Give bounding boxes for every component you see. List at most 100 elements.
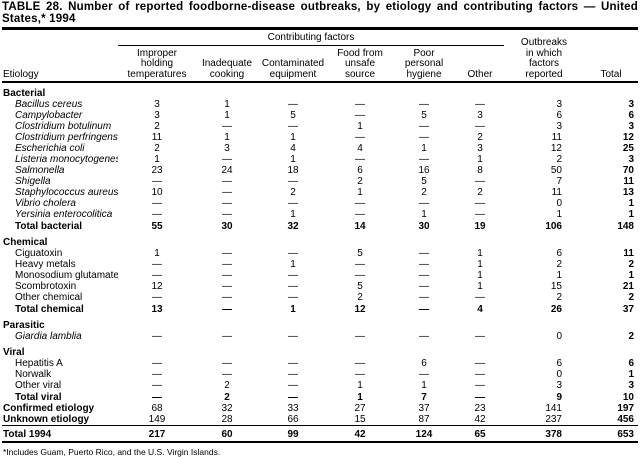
value-cell: — (355, 259, 365, 270)
value-cell: 3 (556, 99, 562, 110)
value-cell: 2 (556, 259, 562, 270)
value-cell: 2 (224, 380, 230, 391)
value-cell: — (419, 248, 429, 259)
value-cell: 11 (551, 187, 562, 198)
value-cell: 141 (545, 403, 562, 414)
table-row: Staphylococcus aureus 10 — 2 1 2 2 11 13 (2, 187, 638, 198)
value-cell: 2 (357, 292, 363, 303)
value-cell: — (419, 292, 429, 303)
etiology-label: Heavy metals (15, 259, 76, 270)
factor-column-header: Contaminated equipment (258, 45, 328, 83)
factor-column-header: Food from unsafe source (328, 45, 392, 83)
value-cell: — (288, 121, 298, 132)
value-cell: 10 (151, 187, 163, 198)
value-cell: — (419, 369, 429, 380)
value-cell: — (222, 198, 232, 209)
value-cell: — (288, 281, 298, 292)
section-label: Parasitic (3, 320, 45, 331)
value-cell: — (222, 331, 232, 342)
value-cell: 2 (628, 292, 634, 303)
value-cell: — (222, 248, 232, 259)
value-cell: 5 (421, 176, 427, 187)
value-cell: 3 (477, 143, 483, 154)
value-cell: 456 (617, 414, 634, 425)
etiology-label: Total viral (15, 392, 62, 403)
value-cell: 3 (477, 110, 483, 121)
value-cell: 12 (354, 304, 366, 315)
value-cell: — (419, 259, 429, 270)
value-cell: 2 (224, 392, 230, 403)
value-cell: 11 (551, 132, 562, 143)
value-cell: 6 (556, 110, 562, 121)
value-cell: 32 (287, 221, 299, 232)
value-cell: — (152, 209, 162, 220)
etiology-label: Total chemical (15, 304, 84, 315)
value-cell: 2 (556, 292, 562, 303)
value-cell: 12 (622, 132, 634, 143)
value-cell: 15 (550, 281, 562, 292)
etiology-label: Escherichia coli (15, 143, 85, 154)
value-cell: — (222, 187, 232, 198)
section-label: Viral (3, 347, 25, 358)
value-cell: — (475, 331, 485, 342)
value-cell: 1 (154, 154, 160, 165)
etiology-label: Confirmed etiology (3, 403, 95, 414)
section-row: Chemical (2, 232, 638, 248)
value-cell: 3 (224, 143, 230, 154)
contributing-factors-header: Contributing factors (118, 31, 504, 46)
table-row: Giardia lamblia — — — — — — 0 2 (2, 331, 638, 342)
value-cell: — (222, 281, 232, 292)
value-cell: 3 (628, 154, 634, 165)
value-cell: 1 (357, 121, 363, 132)
value-cell: 0 (556, 198, 562, 209)
value-cell: — (419, 154, 429, 165)
value-cell: — (222, 292, 232, 303)
value-cell: 1 (357, 392, 363, 403)
value-cell: 1 (224, 132, 230, 143)
value-cell: — (355, 358, 365, 369)
value-cell: — (222, 358, 232, 369)
etiology-label: Scombrotoxin (15, 281, 77, 292)
value-cell: — (152, 198, 162, 209)
value-cell: 25 (622, 143, 634, 154)
value-cell: — (355, 110, 365, 121)
value-cell: — (288, 198, 298, 209)
value-cell: — (152, 392, 162, 403)
value-cell: 50 (550, 165, 562, 176)
value-cell: — (475, 369, 485, 380)
value-cell: 6 (556, 358, 562, 369)
outbreaks-column-header: Outbreaks in which factors reported (504, 31, 584, 83)
value-cell: 13 (151, 304, 163, 315)
value-cell: 68 (151, 403, 163, 414)
section-row: Parasitic (2, 315, 638, 331)
etiology-label: Bacillus cereus (15, 99, 83, 110)
value-cell: 1 (290, 132, 296, 143)
value-cell: 1 (357, 187, 363, 198)
value-cell: — (419, 132, 429, 143)
value-cell: 1 (477, 270, 483, 281)
value-cell: 1 (556, 270, 562, 281)
factor-column-header: Poor personal hygiene (392, 45, 456, 83)
value-cell: 3 (154, 99, 160, 110)
value-cell: 2 (154, 121, 160, 132)
value-cell: — (355, 270, 365, 281)
etiology-label: Listeria monocytogenes (15, 154, 118, 165)
value-cell: 3 (628, 121, 634, 132)
table-row: Total 1994 217 60 99 42 124 65 378 653 (2, 425, 638, 443)
value-cell: 2 (357, 176, 363, 187)
value-cell: 6 (628, 358, 634, 369)
value-cell: — (152, 176, 162, 187)
value-cell: 2 (290, 187, 296, 198)
value-cell: — (288, 176, 298, 187)
value-cell: 14 (354, 221, 366, 232)
value-cell: 7 (556, 176, 562, 187)
value-cell: — (355, 99, 365, 110)
value-cell: 8 (477, 165, 483, 176)
value-cell: 16 (418, 165, 430, 176)
value-cell: 1 (628, 209, 634, 220)
value-cell: — (475, 392, 485, 403)
etiology-label: Total bacterial (15, 221, 83, 232)
value-cell: 30 (221, 221, 233, 232)
table-row: Vibrio cholera — — — — — — 0 1 (2, 198, 638, 209)
